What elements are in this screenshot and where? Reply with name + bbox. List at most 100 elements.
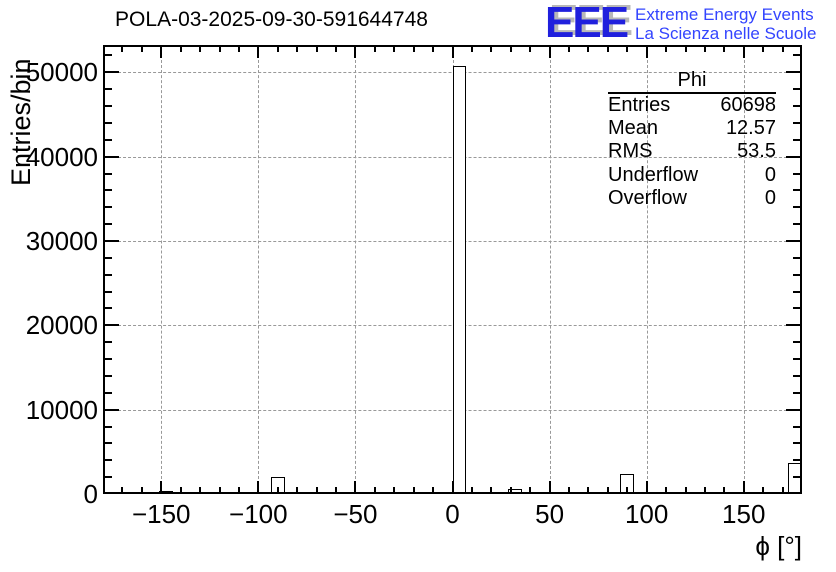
y-axis-tick — [103, 391, 112, 394]
x-axis-tick — [723, 487, 726, 494]
x-axis-tick-mirror — [548, 45, 551, 58]
y-axis-tick — [103, 172, 112, 175]
y-axis-tick-mirror — [793, 391, 802, 394]
grid-line-vertical — [549, 45, 551, 494]
y-axis-tick — [103, 408, 119, 411]
x-axis-tick — [742, 481, 745, 494]
y-axis-tick-mirror — [793, 273, 802, 276]
x-axis-tick — [412, 487, 415, 494]
stats-box-title: Phi — [677, 69, 707, 91]
eee-logo-acronym: EEE — [545, 0, 629, 47]
stats-value: 0 — [764, 186, 776, 209]
x-axis-tick — [451, 481, 454, 494]
x-axis-tick-mirror — [257, 45, 260, 58]
y-axis-tick — [103, 425, 112, 428]
x-axis-tick — [160, 481, 163, 494]
x-axis-tick-mirror — [412, 45, 415, 52]
y-axis-tick — [103, 121, 112, 124]
grid-line-vertical — [646, 45, 648, 494]
x-tick-label: 0 — [445, 499, 460, 529]
x-axis-tick-mirror — [432, 45, 435, 52]
x-tick-label: −150 — [131, 499, 191, 529]
y-axis-tick-mirror — [793, 442, 802, 445]
x-axis-tick-mirror — [451, 45, 454, 58]
grid-line-vertical — [355, 45, 357, 494]
x-axis-tick — [568, 487, 570, 494]
y-axis-tick — [103, 290, 112, 293]
y-axis-tick-mirror — [786, 71, 802, 74]
y-axis-tick — [103, 105, 112, 108]
stats-row-mean: Mean 12.57 — [608, 117, 776, 140]
y-axis-tick-mirror — [793, 256, 802, 259]
x-axis-tick — [121, 487, 124, 494]
stats-label: Underflow — [608, 163, 699, 186]
chart-title: POLA-03-2025-09-30-591644748 — [115, 8, 428, 31]
x-axis-tick — [529, 487, 532, 494]
stats-label: Mean — [608, 117, 659, 140]
grid-line-vertical — [258, 45, 260, 494]
x-axis-tick — [703, 487, 706, 494]
x-axis-tick-mirror — [276, 45, 279, 52]
x-axis-tick-mirror — [606, 45, 609, 52]
y-tick-label: 10000 — [25, 394, 98, 425]
x-axis-tick-mirror — [684, 45, 687, 52]
y-axis-tick-mirror — [793, 172, 802, 175]
x-axis-tick-mirror — [335, 45, 337, 52]
y-axis-tick — [103, 256, 112, 259]
y-axis-tick — [103, 189, 112, 192]
x-axis-tick-mirror — [529, 45, 532, 52]
x-axis-tick-mirror — [762, 45, 765, 52]
x-axis-tick — [548, 481, 551, 494]
x-axis-tick — [470, 487, 473, 494]
y-axis-tick — [103, 88, 112, 91]
stats-box: Phi Entries 60698 Mean 12.57 RMS 53.5 Un… — [608, 70, 776, 210]
y-axis-tick — [103, 71, 119, 74]
x-axis-tick-mirror — [490, 45, 493, 52]
y-axis-tick-mirror — [793, 138, 802, 141]
y-tick-label: 30000 — [25, 225, 98, 256]
grid-line-vertical — [161, 45, 163, 494]
y-axis-tick-mirror — [793, 358, 802, 361]
x-axis-tick-mirror — [626, 45, 629, 52]
x-axis-tick-mirror — [703, 45, 706, 52]
x-axis-tick — [432, 487, 435, 494]
x-axis-tick — [140, 487, 143, 494]
y-axis-tick-mirror — [793, 88, 802, 91]
stats-label: Entries — [608, 94, 671, 116]
x-axis-tick — [179, 487, 182, 494]
x-axis-tick — [296, 487, 299, 494]
y-axis-tick-mirror — [793, 476, 802, 479]
y-axis-tick — [103, 239, 119, 242]
x-axis-tick-mirror — [296, 45, 299, 52]
x-axis-tick-mirror — [645, 45, 648, 58]
x-axis-tick — [626, 487, 629, 494]
y-axis-tick-mirror — [786, 324, 802, 327]
y-axis-tick-mirror — [793, 54, 802, 57]
x-axis-tick — [373, 487, 376, 494]
x-axis-tick — [490, 487, 493, 494]
y-axis-tick — [103, 273, 112, 276]
y-axis-tick — [103, 324, 119, 327]
y-tick-label: 40000 — [25, 141, 98, 172]
x-axis-tick-mirror — [315, 45, 318, 52]
y-tick-label: 0 — [83, 479, 98, 509]
x-axis-tick-mirror — [199, 45, 202, 52]
grid-line-vertical — [743, 45, 745, 494]
x-axis-tick — [587, 487, 590, 494]
x-axis-tick-mirror — [665, 45, 668, 52]
x-tick-label: 150 — [722, 499, 766, 529]
stats-label: Overflow — [608, 186, 687, 209]
stats-value: 53.5 — [737, 140, 776, 163]
x-axis-tick — [218, 487, 221, 494]
y-axis-tick-mirror — [786, 155, 802, 158]
stats-value: 0 — [764, 163, 776, 186]
y-axis-tick-mirror — [793, 459, 802, 462]
y-axis-tick-mirror — [793, 206, 802, 209]
x-axis-tick — [645, 481, 648, 494]
y-axis-tick-mirror — [793, 121, 802, 124]
x-axis-tick — [393, 487, 396, 494]
x-axis-tick-mirror — [373, 45, 376, 52]
plot-frame — [103, 45, 802, 494]
x-axis-tick-mirror — [140, 45, 143, 52]
